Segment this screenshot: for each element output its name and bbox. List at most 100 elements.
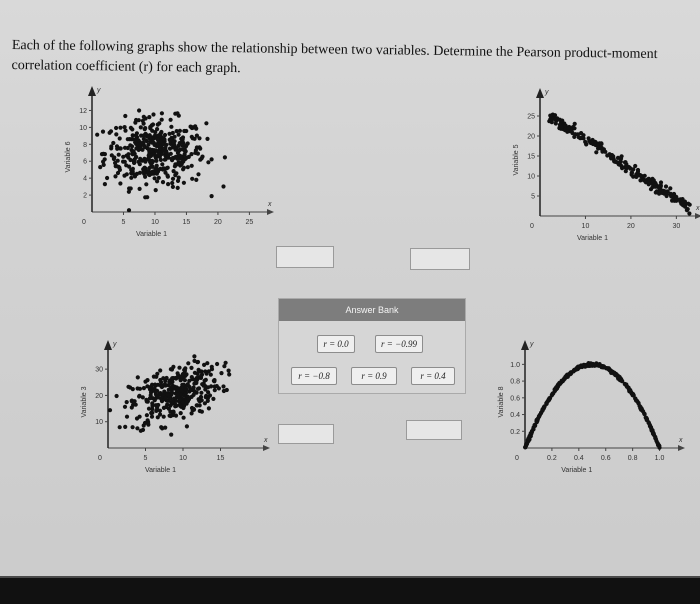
answer-dropbox-graph-1[interactable] bbox=[276, 246, 334, 268]
y-axis-arrow bbox=[521, 340, 529, 350]
scatter-plot-variable-5: x y 0 10 20 30 5 10 15 20 25 Variable 1 Variable 5 bbox=[513, 88, 700, 242]
x-tick-label: 0 bbox=[98, 455, 102, 462]
data-point bbox=[117, 136, 122, 141]
data-point bbox=[152, 142, 157, 148]
x-tick-label: 1.0 bbox=[655, 455, 665, 462]
data-point bbox=[169, 156, 174, 161]
data-point bbox=[135, 375, 140, 380]
answer-dropbox-graph-3[interactable] bbox=[278, 424, 334, 444]
data-point bbox=[653, 184, 658, 189]
y-tick-label: 2 bbox=[83, 193, 87, 200]
x-tick-label: 0.6 bbox=[601, 455, 611, 462]
answer-chip-r-0-4[interactable]: r = 0.4 bbox=[411, 367, 455, 385]
x-axis-label: Variable 1 bbox=[136, 231, 167, 238]
data-point bbox=[182, 367, 187, 373]
data-point bbox=[159, 111, 164, 116]
data-point bbox=[123, 128, 128, 133]
data-point bbox=[132, 158, 137, 163]
data-point bbox=[131, 171, 136, 176]
data-point bbox=[664, 192, 669, 197]
data-point bbox=[155, 179, 160, 184]
data-point bbox=[572, 121, 577, 126]
answer-chip-r-neg-0-8[interactable]: r = −0.8 bbox=[291, 367, 337, 385]
data-point bbox=[178, 378, 183, 383]
data-point bbox=[181, 147, 186, 152]
data-point bbox=[154, 408, 159, 413]
answer-chip-r-0-0[interactable]: r = 0.0 bbox=[317, 335, 355, 353]
data-point bbox=[160, 383, 165, 388]
x-tick-label: 0.2 bbox=[547, 455, 557, 462]
data-point bbox=[203, 384, 208, 389]
data-point bbox=[137, 393, 142, 398]
scatter-plot-variable-8: x y 0 0.2 0.4 0.6 0.8 1.0 0.2 0.4 0.6 0.8 1.0 Variabl… bbox=[498, 340, 685, 474]
data-point bbox=[170, 180, 175, 186]
data-point bbox=[674, 196, 680, 202]
answer-bank: Answer Bank r = 0.0 r = −0.99 r = −0.8 r… bbox=[278, 298, 466, 394]
data-point bbox=[130, 425, 135, 430]
data-point bbox=[178, 411, 183, 416]
data-point bbox=[189, 365, 194, 370]
x-tick-label: 30 bbox=[672, 223, 680, 230]
x-tick-label: 20 bbox=[627, 223, 635, 230]
answer-dropbox-graph-2[interactable] bbox=[410, 248, 470, 270]
x-axis-label: Variable 1 bbox=[145, 467, 176, 474]
data-point bbox=[162, 132, 168, 138]
data-point bbox=[114, 125, 119, 131]
data-point bbox=[173, 398, 179, 403]
y-tick-label: 15 bbox=[527, 154, 535, 161]
answer-chip-r-0-9[interactable]: r = 0.9 bbox=[351, 367, 397, 385]
data-point bbox=[107, 408, 113, 413]
data-point bbox=[184, 401, 189, 406]
x-tick-label: 10 bbox=[151, 219, 159, 226]
data-point bbox=[128, 157, 133, 163]
data-point bbox=[206, 160, 211, 165]
data-point bbox=[177, 365, 182, 370]
data-point bbox=[209, 157, 214, 162]
data-point bbox=[189, 163, 194, 168]
y-tick-label: 0.8 bbox=[510, 379, 520, 386]
data-point bbox=[613, 159, 618, 164]
data-point bbox=[130, 150, 135, 155]
data-point bbox=[156, 402, 161, 408]
y-axis-arrow bbox=[104, 340, 112, 350]
data-point bbox=[160, 162, 165, 167]
data-point bbox=[178, 147, 183, 152]
x-axis-letter: x bbox=[267, 201, 272, 208]
answer-chip-r-neg-0-99[interactable]: r = −0.99 bbox=[375, 335, 423, 353]
data-point bbox=[124, 163, 129, 168]
data-point bbox=[195, 386, 201, 391]
data-point bbox=[176, 113, 181, 118]
data-point bbox=[146, 406, 152, 411]
y-tick-label: 0.4 bbox=[510, 412, 520, 419]
data-point bbox=[569, 129, 574, 134]
data-point bbox=[192, 354, 197, 359]
data-point bbox=[647, 422, 652, 427]
data-point bbox=[670, 198, 676, 203]
data-point bbox=[168, 413, 173, 419]
data-point bbox=[178, 403, 183, 408]
data-point bbox=[100, 129, 106, 134]
y-tick-label: 10 bbox=[527, 174, 535, 181]
data-point bbox=[196, 172, 201, 177]
y-tick-label: 4 bbox=[83, 176, 87, 183]
data-point bbox=[168, 138, 173, 143]
data-point bbox=[573, 132, 578, 137]
y-axis-letter: y bbox=[96, 87, 101, 94]
scatter-points bbox=[95, 108, 227, 213]
data-point bbox=[548, 117, 553, 122]
data-point bbox=[175, 156, 180, 161]
data-point bbox=[146, 142, 151, 147]
data-point bbox=[170, 384, 175, 389]
data-point bbox=[182, 128, 187, 134]
y-tick-label: 12 bbox=[79, 108, 87, 115]
data-point bbox=[134, 171, 139, 176]
data-point bbox=[202, 378, 207, 383]
data-point bbox=[109, 144, 114, 149]
data-point bbox=[159, 380, 164, 385]
data-point bbox=[198, 394, 204, 400]
data-point bbox=[189, 375, 194, 380]
data-point bbox=[547, 397, 552, 402]
data-point bbox=[198, 374, 203, 379]
data-point bbox=[177, 128, 182, 133]
answer-dropbox-graph-4[interactable] bbox=[406, 420, 462, 440]
